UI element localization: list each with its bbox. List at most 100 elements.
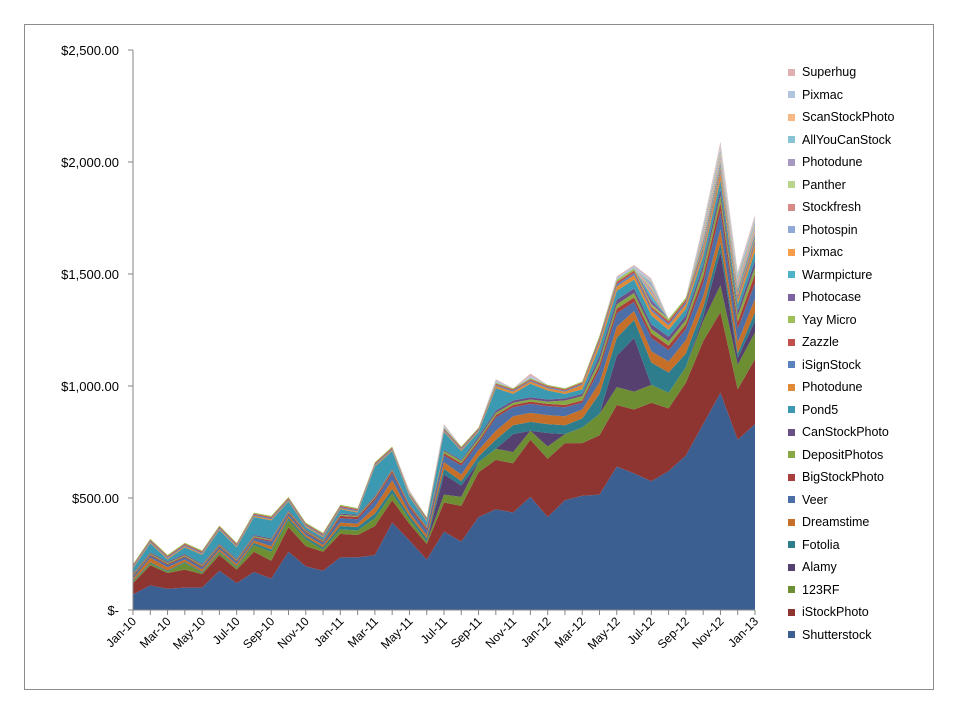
legend-swatch — [788, 586, 795, 594]
x-tick-label: Jan-10 — [103, 614, 139, 650]
y-tick-label: $2,000.00 — [61, 155, 119, 170]
x-tick-label: Jul-10 — [210, 614, 243, 647]
area-series-istockphoto-1 — [133, 312, 755, 595]
legend-item: Alamy — [788, 556, 928, 579]
legend-swatch — [788, 383, 795, 391]
legend-label: Warmpicture — [802, 267, 873, 282]
legend-item: Photodune — [788, 376, 928, 399]
legend-item: iStockPhoto — [788, 601, 928, 624]
legend-label: Photospin — [802, 222, 858, 237]
x-tick-label: Mar-12 — [552, 614, 589, 651]
x-tick-label: Mar-11 — [345, 614, 381, 650]
legend-label: AllYouCanStock — [802, 132, 892, 147]
legend-swatch — [788, 226, 795, 234]
legend-swatch — [788, 473, 795, 481]
legend-swatch — [788, 361, 795, 369]
legend-label: Yay Micro — [802, 312, 857, 327]
legend-label: Veer — [802, 492, 828, 507]
x-tick-label: Jan-13 — [725, 614, 761, 650]
legend-label: 123RF — [802, 582, 840, 597]
legend-item: Pixmac — [788, 84, 928, 107]
legend-label: Panther — [802, 177, 846, 192]
legend-label: Pixmac — [802, 87, 843, 102]
legend-swatch — [788, 158, 795, 166]
chart-legend: Superhug Pixmac ScanStockPhoto AllYouCanSto… — [788, 61, 928, 646]
legend-item: Pixmac — [788, 241, 928, 264]
legend-item: Shutterstock — [788, 624, 928, 647]
legend-label: Photocase — [802, 290, 862, 305]
area-series-shutterstock-0 — [133, 392, 755, 610]
legend-swatch — [788, 248, 795, 256]
legend-item: Superhug — [788, 61, 928, 84]
legend-label: Photodune — [802, 155, 863, 170]
legend-item: Panther — [788, 174, 928, 197]
legend-label: BigStockPhoto — [802, 470, 884, 485]
legend-swatch — [788, 608, 795, 616]
legend-label: Dreamstime — [802, 515, 870, 530]
legend-swatch — [788, 136, 795, 144]
y-tick-label: $2,500.00 — [61, 43, 119, 58]
x-tick-label: Nov-12 — [689, 614, 726, 651]
x-tick-label: Sep-12 — [655, 614, 692, 651]
legend-item: Photodune — [788, 151, 928, 174]
y-axis-ticks: $- $500.00 $1,000.00 $1,500.00 $2,000.00 $2,5… — [61, 43, 133, 618]
legend-item: Photocase — [788, 286, 928, 309]
legend-label: Photodune — [802, 380, 863, 395]
legend-swatch — [788, 203, 795, 211]
legend-item: BigStockPhoto — [788, 466, 928, 489]
legend-swatch — [788, 428, 795, 436]
x-tick-label: Jul-11 — [418, 614, 451, 647]
legend-swatch — [788, 451, 795, 459]
legend-swatch — [788, 91, 795, 99]
legend-item: Yay Micro — [788, 309, 928, 332]
legend-item: Dreamstime — [788, 511, 928, 534]
legend-item: Photospin — [788, 219, 928, 242]
legend-item: AllYouCanStock — [788, 129, 928, 152]
legend-item: Fotolia — [788, 534, 928, 557]
legend-label: Superhug — [802, 65, 857, 80]
legend-swatch — [788, 631, 795, 639]
x-tick-label: Mar-10 — [137, 614, 174, 651]
legend-item: Stockfresh — [788, 196, 928, 219]
legend-item: 123RF — [788, 579, 928, 602]
x-tick-label: Nov-11 — [483, 614, 520, 651]
x-tick-label: May-12 — [585, 614, 623, 652]
x-tick-label: Jan-12 — [518, 614, 554, 650]
area-series-group — [133, 141, 755, 610]
legend-label: Pixmac — [802, 245, 843, 260]
legend-swatch — [788, 68, 795, 76]
legend-item: Pond5 — [788, 399, 928, 422]
legend-swatch — [788, 271, 795, 279]
legend-item: DepositPhotos — [788, 444, 928, 467]
legend-item: Veer — [788, 489, 928, 512]
legend-swatch — [788, 406, 795, 414]
legend-swatch — [788, 293, 795, 301]
y-tick-label: $- — [107, 603, 119, 618]
legend-label: iSignStock — [802, 357, 862, 372]
x-tick-label: Jan-11 — [311, 614, 346, 649]
legend-label: Alamy — [802, 560, 837, 575]
legend-label: Fotolia — [802, 537, 840, 552]
legend-item: Warmpicture — [788, 264, 928, 287]
legend-item: iSignStock — [788, 354, 928, 377]
legend-swatch — [788, 181, 795, 189]
y-tick-label: $1,500.00 — [61, 267, 119, 282]
legend-label: Stockfresh — [802, 200, 862, 215]
x-tick-label: May-10 — [170, 614, 208, 652]
legend-label: ScanStockPhoto — [802, 110, 895, 125]
x-tick-label: Jul-12 — [624, 614, 657, 647]
x-tick-label: Sep-10 — [240, 614, 277, 651]
legend-label: CanStockPhoto — [802, 425, 889, 440]
legend-swatch — [788, 563, 795, 571]
legend-label: Zazzle — [802, 335, 839, 350]
y-tick-label: $1,000.00 — [61, 379, 119, 394]
legend-swatch — [788, 113, 795, 121]
x-tick-label: Nov-10 — [275, 614, 312, 651]
legend-swatch — [788, 541, 795, 549]
legend-label: Shutterstock — [802, 627, 872, 642]
legend-item: Zazzle — [788, 331, 928, 354]
x-tick-label: Sep-11 — [448, 614, 485, 651]
legend-swatch — [788, 518, 795, 526]
